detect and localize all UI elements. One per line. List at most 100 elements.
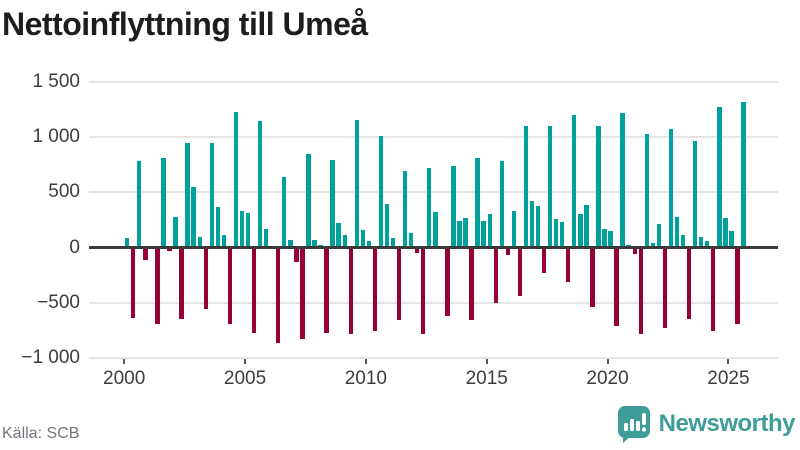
y-axis-label--500: −500 [37,291,80,313]
bar-2020-q1 [608,231,613,248]
bar-2016-q4 [529,200,535,248]
x-axis-tick [727,359,730,364]
bar-2019-q4 [602,228,607,248]
bar-2015-q4 [505,247,511,256]
bar-2006-q4 [288,240,293,248]
bar-2000-q3 [137,160,142,248]
bar-2016-q3 [523,126,529,248]
bar-2014-q3 [475,158,480,248]
bar-2012-q1 [415,247,420,253]
bar-2022-q4 [674,217,680,248]
gridline [89,301,778,304]
y-axis-label-0: 0 [69,236,80,258]
bar-2007-q4 [312,239,317,248]
bar-2005-q3 [257,120,263,248]
bar-2004-q1 [221,235,227,248]
bar-2008-q2 [324,247,329,333]
bar-2001-q2 [155,247,160,325]
bar-2000-q1 [125,238,130,248]
bar-2009-q2 [348,247,353,334]
bar-2024-q4 [723,217,728,248]
bar-2012-q3 [427,168,432,248]
bar-2018-q3 [572,115,577,248]
x-axis-label-2020: 2020 [586,368,629,389]
plot-area: 2000 2005 2010 2015 2020 2025 [89,81,778,389]
bar-2006-q2 [276,247,281,343]
bar-2000-q2 [131,247,136,318]
gridline [89,357,778,359]
bar-2010-q4 [384,203,390,248]
bar-2016-q1 [511,210,517,248]
bar-2010-q3 [378,135,384,248]
bar-2003-q1 [197,237,202,248]
bar-2014-q1 [463,217,468,248]
bar-2005-q2 [251,247,257,333]
bar-2014-q2 [469,247,474,321]
bar-2025-q2 [735,247,740,324]
y-axis-label-1000: 1 000 [32,126,80,148]
bar-2021-q2 [638,247,643,335]
bar-2013-q4 [457,220,462,248]
gridline [89,81,778,83]
y-axis-label--1000: −1 000 [21,347,80,368]
bar-2005-q1 [245,213,251,248]
bar-2002-q1 [173,216,178,248]
bar-2011-q1 [390,237,396,248]
bar-2018-q2 [566,247,571,282]
x-axis-label-2005: 2005 [223,368,267,389]
gridline [89,136,778,139]
bar-2018-q1 [560,222,565,248]
bar-2025-q3 [741,102,746,248]
bar-2002-q4 [191,186,196,248]
bar-2009-q4 [360,230,366,248]
bar-2019-q2 [590,247,595,308]
bar-2008-q3 [330,159,335,248]
bar-2022-q1 [656,223,662,248]
bar-2017-q2 [541,247,547,273]
bar-2024-q1 [705,240,710,248]
bar-2017-q3 [547,126,553,248]
bar-2023-q3 [692,140,698,248]
bar-2014-q4 [481,220,486,248]
bar-2004-q2 [227,247,233,324]
newsworthy-chart-bubble-icon [617,406,650,443]
y-axis-label-1500: 1 500 [32,71,80,92]
bar-2007-q2 [300,247,305,340]
y-axis-label-500: 500 [48,181,80,203]
newsworthy-logo-link[interactable]: Newsworthy [617,405,796,443]
x-axis-tick [244,359,247,364]
bar-2022-q2 [662,247,668,328]
bar-2008-q4 [336,223,341,248]
bar-2001-q3 [161,157,166,248]
bar-2010-q2 [372,247,378,331]
gridline [89,191,778,194]
bar-2009-q1 [342,234,347,248]
bar-2015-q2 [493,247,498,303]
bar-2011-q3 [402,171,408,248]
newsworthy-wordmark: Newsworthy [658,410,796,437]
bar-2021-q4 [650,242,656,248]
bar-2000-q4 [143,247,148,260]
bar-2019-q1 [584,204,589,248]
x-axis-tick [123,359,126,364]
bar-2013-q2 [445,247,450,317]
bar-2021-q1 [632,247,637,255]
bar-2003-q4 [215,206,221,248]
bar-2018-q4 [578,213,583,248]
bar-2020-q2 [614,247,619,326]
bar-2024-q2 [711,247,716,331]
bar-2024-q3 [717,106,722,248]
bar-2023-q1 [680,235,686,248]
bar-2022-q3 [668,129,674,248]
bar-2001-q4 [167,247,172,251]
bar-2025-q1 [729,231,734,248]
x-axis-tick [485,359,488,364]
x-axis-tick [606,359,609,364]
bar-2003-q3 [209,143,214,248]
x-axis-label-2015: 2015 [465,368,508,389]
bar-2013-q3 [451,166,456,248]
bar-2023-q4 [698,236,704,248]
bar-2003-q2 [203,247,208,309]
zero-baseline [89,246,778,250]
